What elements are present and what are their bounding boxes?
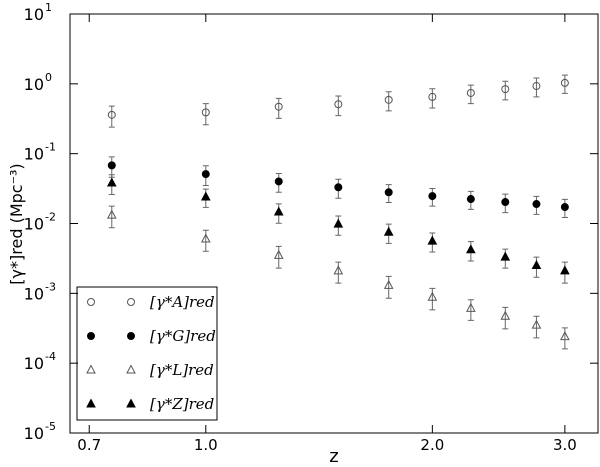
y-tick-label: 10 (24, 145, 44, 164)
error-bar (429, 88, 436, 109)
marker (384, 95, 393, 104)
marker (333, 218, 344, 228)
error-bar (467, 84, 474, 105)
legend-label: [γ*G]red (150, 327, 216, 345)
marker (106, 177, 117, 187)
marker (274, 102, 283, 111)
marker (532, 82, 541, 91)
marker (560, 265, 570, 275)
error-bar (385, 91, 392, 112)
marker (466, 88, 475, 97)
marker (201, 108, 210, 117)
x-tick-label: 0.7 (77, 436, 101, 454)
y-axis-label: [γ*]red (Mpc⁻³) (7, 163, 26, 284)
y-tick-exponent: 1 (45, 1, 52, 14)
error-bar (202, 103, 209, 126)
legend-marker (87, 298, 95, 306)
marker (107, 110, 116, 119)
y-tick-label: 10 (24, 424, 44, 443)
error-bar (335, 95, 342, 117)
marker (383, 226, 394, 236)
error-bar (275, 245, 282, 269)
legend-marker (86, 364, 96, 374)
error-bar (202, 229, 209, 252)
marker (466, 195, 475, 204)
legend-marker (86, 398, 96, 408)
legend-label: [γ*Z]red (150, 395, 214, 413)
legend-label: [γ*A]red (150, 293, 215, 311)
y-tick-exponent: 0 (45, 71, 52, 84)
marker (201, 170, 210, 179)
marker (384, 188, 393, 197)
marker (333, 265, 344, 275)
marker (500, 251, 511, 261)
y-tick-exponent: -4 (45, 350, 56, 363)
error-bar (385, 275, 392, 299)
legend-marker (127, 298, 135, 306)
marker (273, 249, 284, 259)
marker (560, 203, 569, 212)
y-tick-label: 10 (24, 215, 44, 234)
marker (427, 235, 438, 245)
marker (428, 192, 437, 201)
y-tick-exponent: -3 (45, 280, 56, 293)
marker (560, 331, 570, 341)
x-tick-label: 2.0 (420, 436, 444, 454)
legend-marker (87, 332, 95, 340)
y-tick-exponent: -1 (45, 141, 56, 154)
marker (106, 209, 117, 219)
error-bar (275, 97, 282, 119)
error-bar (429, 287, 436, 311)
marker (501, 198, 510, 207)
y-tick-exponent: -5 (45, 420, 56, 433)
marker (532, 200, 541, 209)
marker (501, 85, 510, 94)
marker (200, 191, 211, 201)
marker (383, 279, 394, 289)
marker (531, 259, 542, 270)
x-tick-label: 1.0 (194, 436, 218, 454)
marker (274, 177, 283, 186)
y-tick-label: 10 (24, 5, 44, 24)
marker (107, 161, 116, 170)
error-bar (108, 205, 115, 229)
legend-marker (127, 332, 135, 340)
x-axis-label: z (329, 446, 338, 467)
marker (560, 78, 569, 87)
error-bar (533, 77, 540, 98)
y-tick-exponent: -2 (45, 211, 56, 224)
marker (334, 183, 343, 192)
y-tick-label: 10 (24, 354, 44, 373)
error-bar (502, 306, 509, 330)
error-bar (533, 315, 540, 339)
legend-marker (126, 398, 136, 408)
marker (273, 206, 284, 216)
x-tick-label: 3.0 (553, 436, 577, 454)
legend-marker (126, 364, 136, 374)
marker (428, 92, 437, 101)
marker (500, 310, 511, 320)
marker (200, 233, 211, 243)
error-bar (502, 80, 509, 101)
marker (531, 319, 542, 329)
y-tick-label: 10 (24, 284, 44, 303)
marker (427, 291, 438, 301)
error-bar (108, 105, 115, 128)
marker (334, 100, 343, 109)
marker (466, 302, 476, 312)
marker (466, 244, 476, 254)
y-tick-label: 10 (24, 75, 44, 94)
error-bar (335, 261, 342, 284)
legend-box (76, 286, 218, 421)
legend-label: [γ*L]red (150, 361, 214, 379)
error-bar (561, 327, 568, 350)
error-bar (561, 74, 568, 94)
